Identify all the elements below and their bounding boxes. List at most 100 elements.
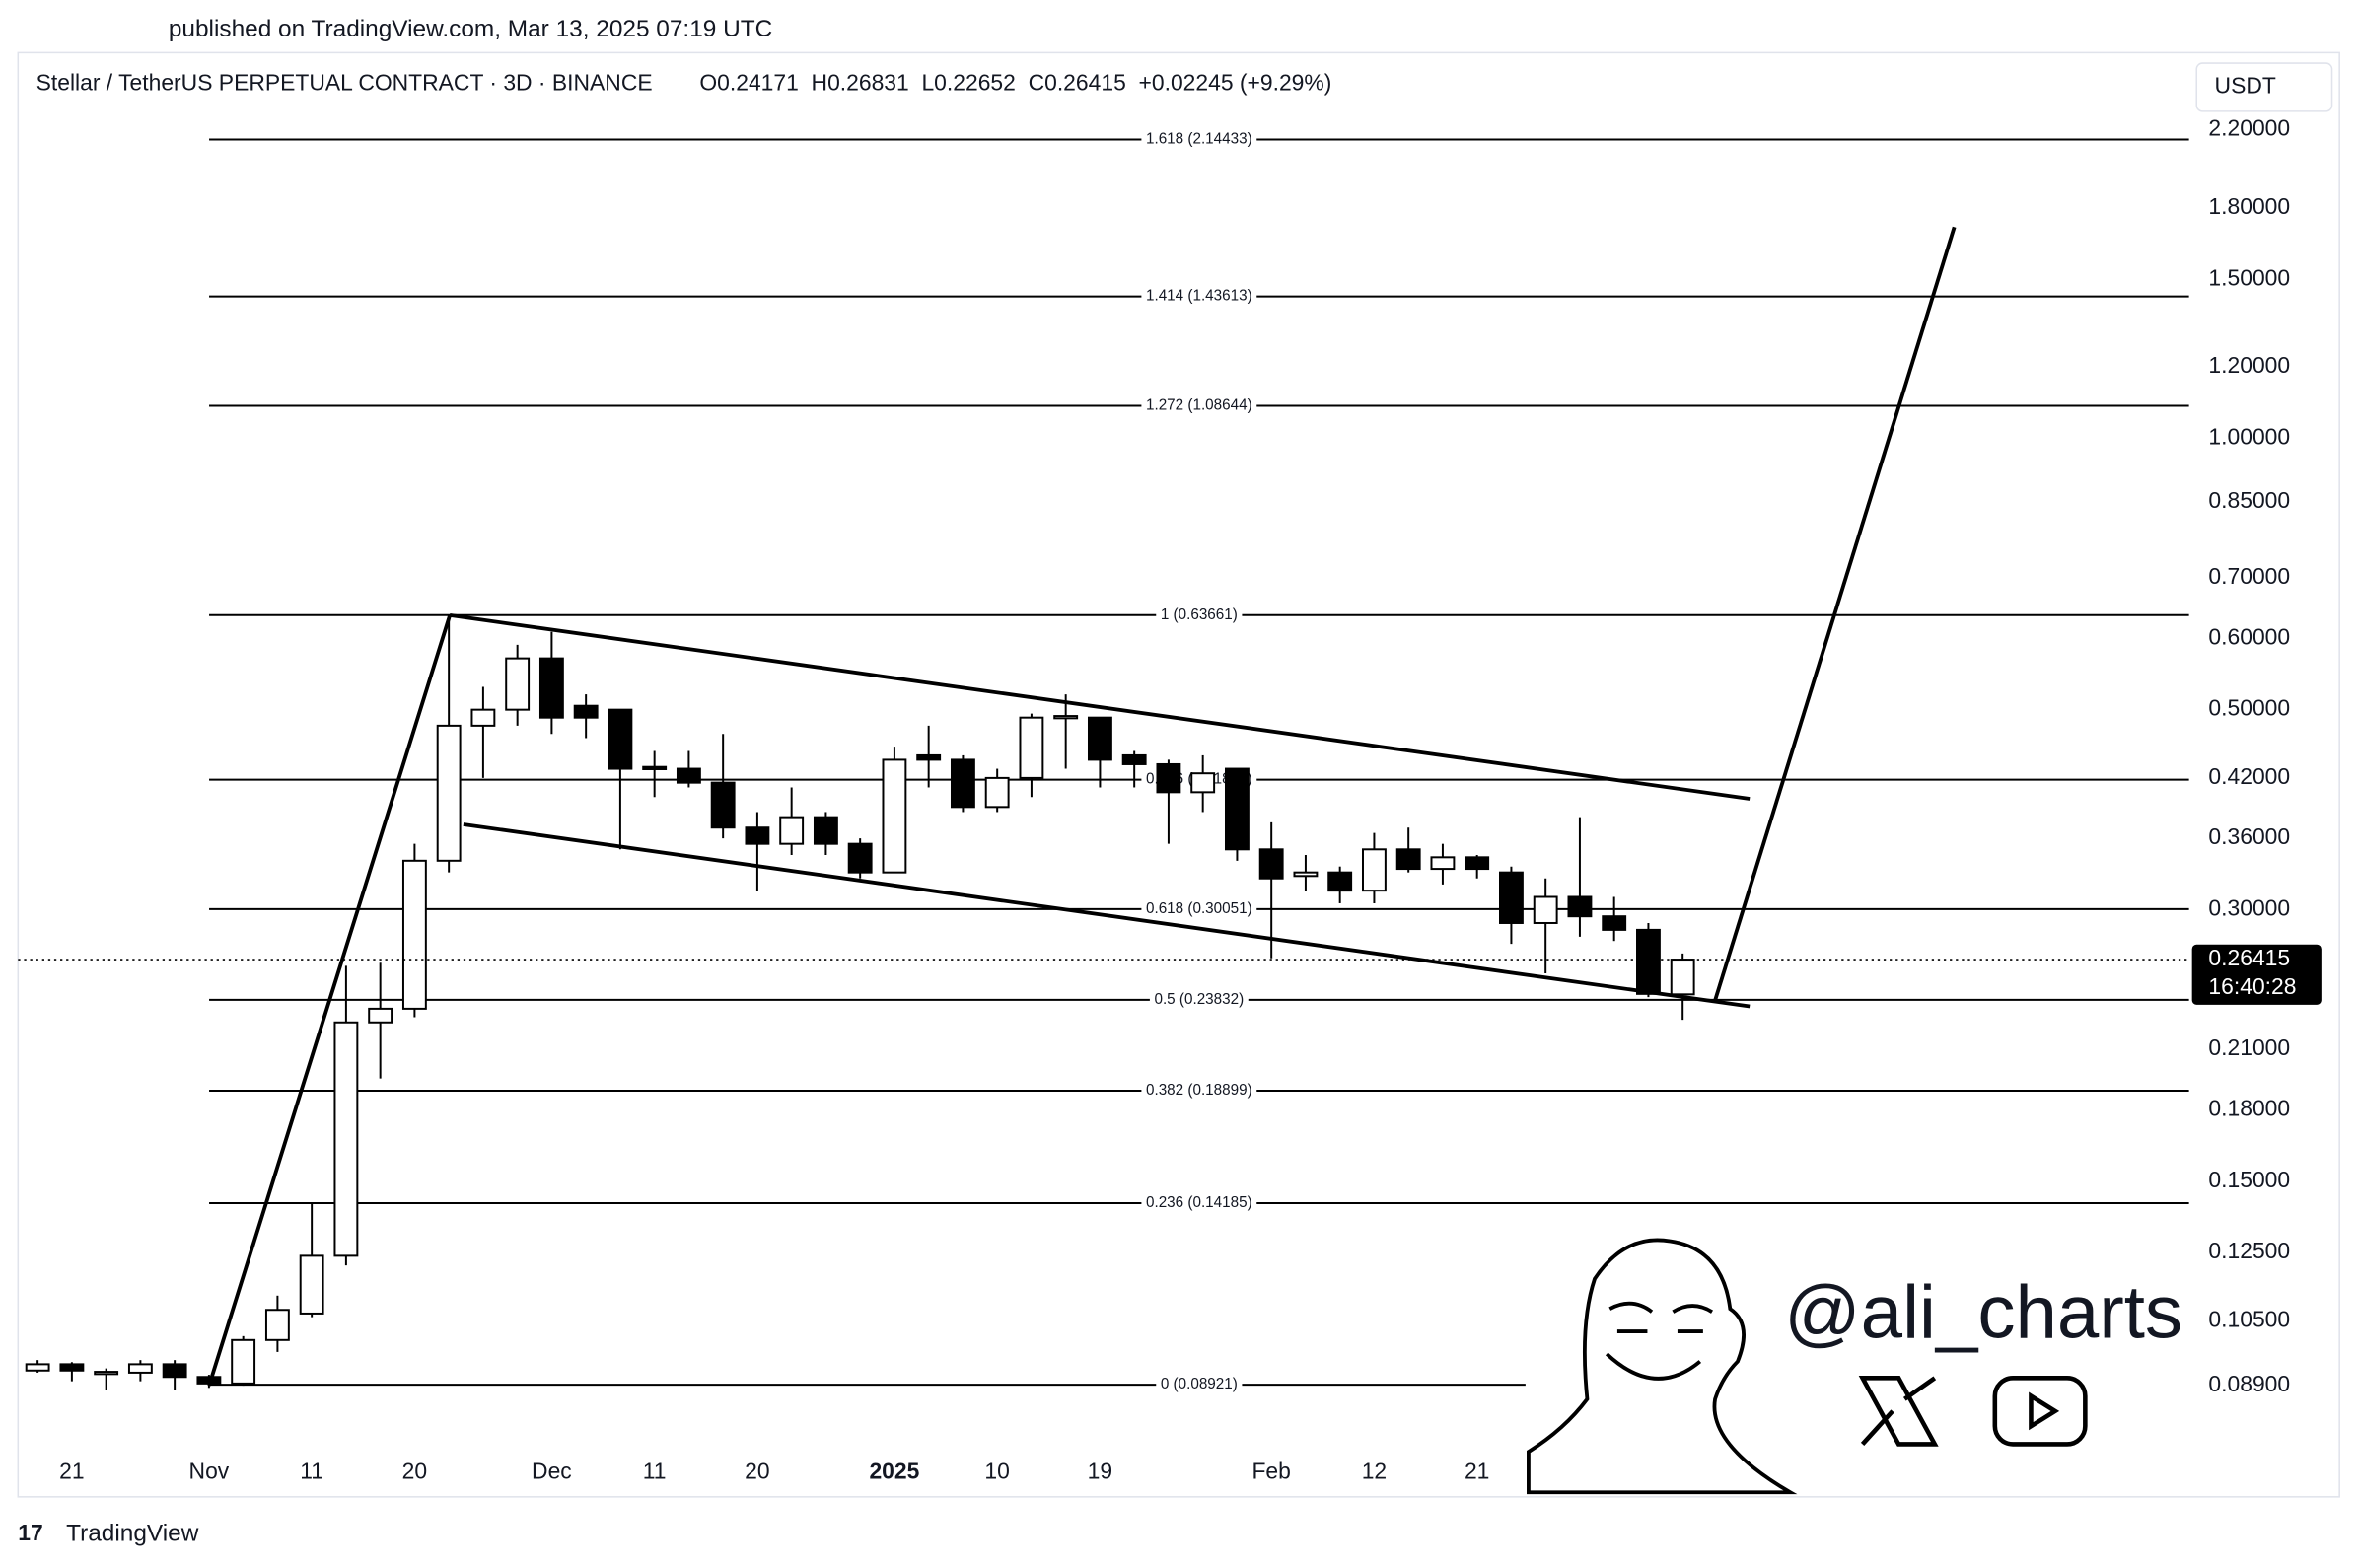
candle-body xyxy=(436,724,462,862)
x-tick-label: 10 xyxy=(984,1458,1009,1483)
candle-body xyxy=(505,657,531,711)
x-icon xyxy=(1858,1376,1939,1447)
y-tick-label: 1.80000 xyxy=(2208,193,2290,219)
brand: TradingView xyxy=(66,1520,199,1546)
candle-body xyxy=(882,758,907,874)
fib-label: 0.618 (0.30051) xyxy=(1146,900,1252,917)
candle-body xyxy=(608,708,633,770)
candle-body xyxy=(1465,856,1490,871)
candle-body xyxy=(1636,928,1661,995)
logo-mark: 17 xyxy=(18,1520,42,1545)
candle-body xyxy=(1156,762,1181,794)
x-tick-label: 20 xyxy=(402,1458,427,1483)
x-tick-label: 20 xyxy=(745,1458,769,1483)
fib-label-bg xyxy=(1141,1194,1257,1212)
y-tick-label: 2.20000 xyxy=(2208,114,2290,140)
y-tick-label: 1.20000 xyxy=(2208,352,2290,378)
last-price-box xyxy=(2191,944,2322,1005)
fib-label-bg xyxy=(1149,990,1249,1008)
fib-label-bg xyxy=(1141,130,1257,148)
candle-body xyxy=(1293,871,1319,878)
candle-body xyxy=(779,816,805,845)
countdown-label: 16:40:28 xyxy=(2208,973,2296,999)
youtube-icon xyxy=(1992,1376,2088,1447)
fib-label: 0 (0.08921) xyxy=(1161,1376,1238,1392)
candle-body xyxy=(1430,856,1456,871)
y-tick-label: 0.42000 xyxy=(2208,763,2290,789)
channel-upper xyxy=(449,613,1751,801)
youtube-play xyxy=(2029,1391,2060,1431)
y-tick-label: 0.50000 xyxy=(2208,695,2290,721)
candle-body xyxy=(1258,848,1284,880)
y-tick-label: 0.10500 xyxy=(2208,1306,2290,1331)
watermark: @ali_charts xyxy=(1784,1270,2182,1354)
chart-frame xyxy=(17,51,2340,1498)
candle-body xyxy=(25,1363,50,1372)
fib-label-bg xyxy=(1141,899,1257,917)
candle-body xyxy=(127,1363,153,1374)
fib-label: 0.382 (0.18899) xyxy=(1146,1082,1252,1099)
y-tick-label: 0.08900 xyxy=(2208,1371,2290,1396)
x-tick-label: 11 xyxy=(300,1458,323,1483)
candle-body xyxy=(264,1309,290,1341)
fib-label-bg xyxy=(1141,396,1257,414)
currency-label[interactable]: USDT xyxy=(2215,73,2276,99)
candle-body xyxy=(162,1363,187,1379)
y-tick-label: 1.00000 xyxy=(2208,423,2290,449)
x-tick-label: 12 xyxy=(1362,1458,1387,1483)
y-tick-label: 0.36000 xyxy=(2208,823,2290,849)
candle-body xyxy=(745,826,770,845)
candle-body xyxy=(1190,772,1216,794)
candle-body xyxy=(1567,895,1593,918)
candle-body xyxy=(813,816,838,845)
candle-body xyxy=(94,1371,119,1376)
candle-body xyxy=(333,1021,359,1257)
x-tick-label: 19 xyxy=(1088,1458,1112,1483)
candle-body xyxy=(1395,848,1421,871)
x-tick-label: 21 xyxy=(59,1458,84,1483)
fib-label: 1.272 (1.08644) xyxy=(1146,396,1252,413)
fib-label: 0.236 (0.14185) xyxy=(1146,1194,1252,1211)
y-tick-label: 0.12500 xyxy=(2208,1238,2290,1263)
candle-body xyxy=(1121,753,1147,765)
candle-body xyxy=(1087,716,1112,761)
x-tick-label: Nov xyxy=(189,1458,230,1483)
candle-body xyxy=(368,1007,393,1024)
impulse-line xyxy=(207,614,452,1387)
candle-body xyxy=(1019,716,1044,779)
plot: 2.20000 1.80000 1.50000 1.20000 1.00000 0.850… xyxy=(18,114,2322,1483)
last-price-label: 0.26415 xyxy=(2208,945,2290,970)
y-tick-label: 0.21000 xyxy=(2208,1034,2290,1060)
candle-body xyxy=(642,765,668,770)
candle-body xyxy=(950,758,975,809)
channel-lower xyxy=(463,822,1751,1009)
fib-label-bg xyxy=(1141,1082,1257,1100)
candle-body xyxy=(847,842,873,874)
x-tick-label: 2025 xyxy=(869,1458,919,1483)
candle-body xyxy=(59,1363,85,1372)
candle-body xyxy=(1053,715,1079,720)
candle-body xyxy=(984,776,1010,809)
trend-lines xyxy=(207,226,1957,1387)
candle-body xyxy=(676,767,701,784)
fib-label-bg xyxy=(1156,1376,1243,1393)
currency-button[interactable] xyxy=(2195,62,2333,112)
candle-body xyxy=(231,1338,256,1385)
candle-body xyxy=(710,781,736,829)
y-tick-label: 0.85000 xyxy=(2208,487,2290,513)
fib-label: 0.5 (0.23832) xyxy=(1154,991,1244,1008)
y-tick-label: 0.70000 xyxy=(2208,563,2290,589)
candle-body xyxy=(299,1254,324,1315)
y-tick-label: 1.50000 xyxy=(2208,264,2290,290)
fib-label: 1.414 (1.43613) xyxy=(1146,288,1252,305)
fib-label: 1 (0.63661) xyxy=(1161,606,1238,623)
fib-label: 1.618 (2.14433) xyxy=(1146,130,1252,147)
candle-body xyxy=(573,704,599,719)
candle-body xyxy=(916,753,942,761)
candle-body xyxy=(1224,767,1250,851)
y-tick-label: 0.18000 xyxy=(2208,1095,2290,1120)
x-tick-label: 21 xyxy=(1465,1458,1489,1483)
candle-body xyxy=(470,708,496,727)
